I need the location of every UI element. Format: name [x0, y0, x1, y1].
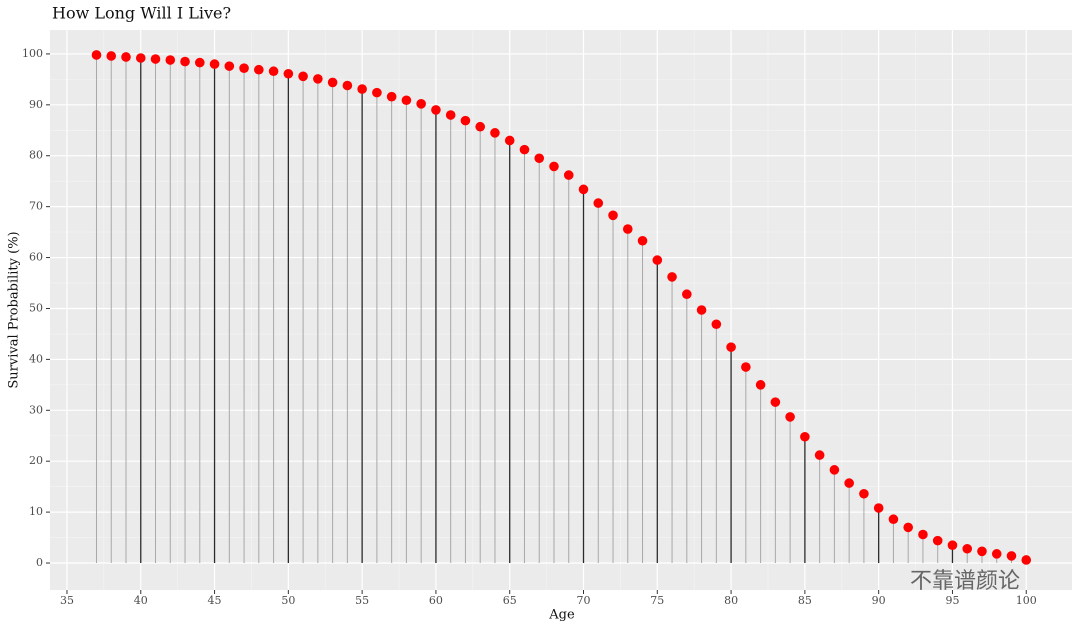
x-tick-label: 70 — [577, 594, 591, 607]
x-tick-label: 85 — [798, 594, 812, 607]
point — [711, 319, 722, 330]
point — [991, 549, 1002, 559]
x-tick-label: 80 — [724, 594, 738, 607]
point — [386, 91, 397, 102]
point — [224, 61, 235, 71]
point — [932, 535, 943, 546]
point — [445, 110, 456, 120]
y-tick-label: 20 — [29, 454, 43, 467]
plot-panel — [50, 30, 1072, 590]
point — [549, 161, 559, 172]
point — [770, 397, 781, 407]
point — [829, 465, 840, 475]
point — [741, 362, 751, 372]
point — [563, 170, 574, 180]
x-tick-label: 95 — [945, 594, 959, 607]
y-tick-label: 30 — [29, 403, 43, 416]
point — [475, 121, 485, 132]
x-axis-title: Age — [548, 608, 575, 623]
y-tick-label: 10 — [29, 505, 43, 518]
point — [460, 115, 471, 126]
point — [977, 546, 987, 557]
watermark: 不靠谱颜论 — [910, 569, 1020, 594]
point — [121, 52, 131, 62]
point — [401, 95, 412, 106]
point — [372, 87, 382, 98]
point — [254, 64, 264, 75]
y-tick-label: 90 — [29, 98, 43, 111]
point — [327, 77, 338, 88]
point — [726, 342, 736, 352]
point — [268, 66, 279, 77]
point — [578, 184, 589, 195]
y-tick-label: 70 — [29, 200, 43, 213]
point — [652, 255, 663, 265]
point — [844, 478, 854, 488]
x-tick-label: 90 — [872, 594, 886, 607]
x-tick-label: 35 — [60, 594, 74, 607]
x-tick-label: 45 — [208, 594, 222, 607]
point — [918, 529, 928, 540]
x-tick-label: 50 — [281, 594, 295, 607]
point — [682, 289, 692, 300]
point — [608, 210, 618, 221]
point — [1006, 551, 1017, 561]
point — [209, 59, 220, 69]
point — [903, 522, 913, 533]
point — [504, 135, 515, 146]
x-tick-label: 75 — [650, 594, 664, 607]
point — [91, 50, 102, 60]
point — [814, 450, 825, 460]
point — [298, 71, 308, 82]
point — [947, 540, 958, 550]
point — [357, 84, 367, 94]
point — [622, 224, 633, 234]
point — [416, 99, 426, 109]
x-tick-label: 65 — [503, 594, 517, 607]
point — [785, 412, 795, 422]
point — [667, 272, 677, 282]
y-tick-label: 0 — [36, 556, 43, 569]
point — [800, 431, 810, 442]
x-tick-label: 55 — [355, 594, 369, 607]
point — [313, 74, 323, 84]
y-axis-title: Survival Probability (%) — [7, 231, 22, 388]
point — [873, 503, 884, 513]
point — [534, 153, 545, 164]
point — [519, 144, 530, 155]
point — [888, 514, 899, 525]
point — [431, 105, 441, 115]
point — [239, 63, 249, 73]
y-tick-label: 80 — [29, 149, 43, 162]
y-tick-label: 40 — [29, 352, 43, 365]
point — [283, 68, 294, 79]
point — [135, 53, 146, 63]
point — [106, 51, 117, 61]
point — [342, 80, 353, 91]
point — [696, 305, 707, 315]
y-tick-label: 60 — [29, 251, 43, 264]
point — [755, 380, 766, 390]
point — [593, 198, 604, 208]
x-tick-label: 100 — [1016, 594, 1037, 607]
chart-title: How Long Will I Live? — [52, 4, 231, 23]
point — [150, 54, 161, 64]
point — [859, 488, 869, 499]
point — [1021, 555, 1032, 565]
point — [165, 55, 176, 65]
y-tick-label: 100 — [22, 47, 43, 60]
y-tick-label: 50 — [29, 301, 43, 314]
point — [962, 543, 973, 554]
point — [180, 56, 190, 67]
point — [490, 128, 500, 138]
x-tick-label: 40 — [134, 594, 148, 607]
point — [637, 235, 648, 246]
point — [194, 57, 205, 68]
x-tick-label: 60 — [429, 594, 443, 607]
